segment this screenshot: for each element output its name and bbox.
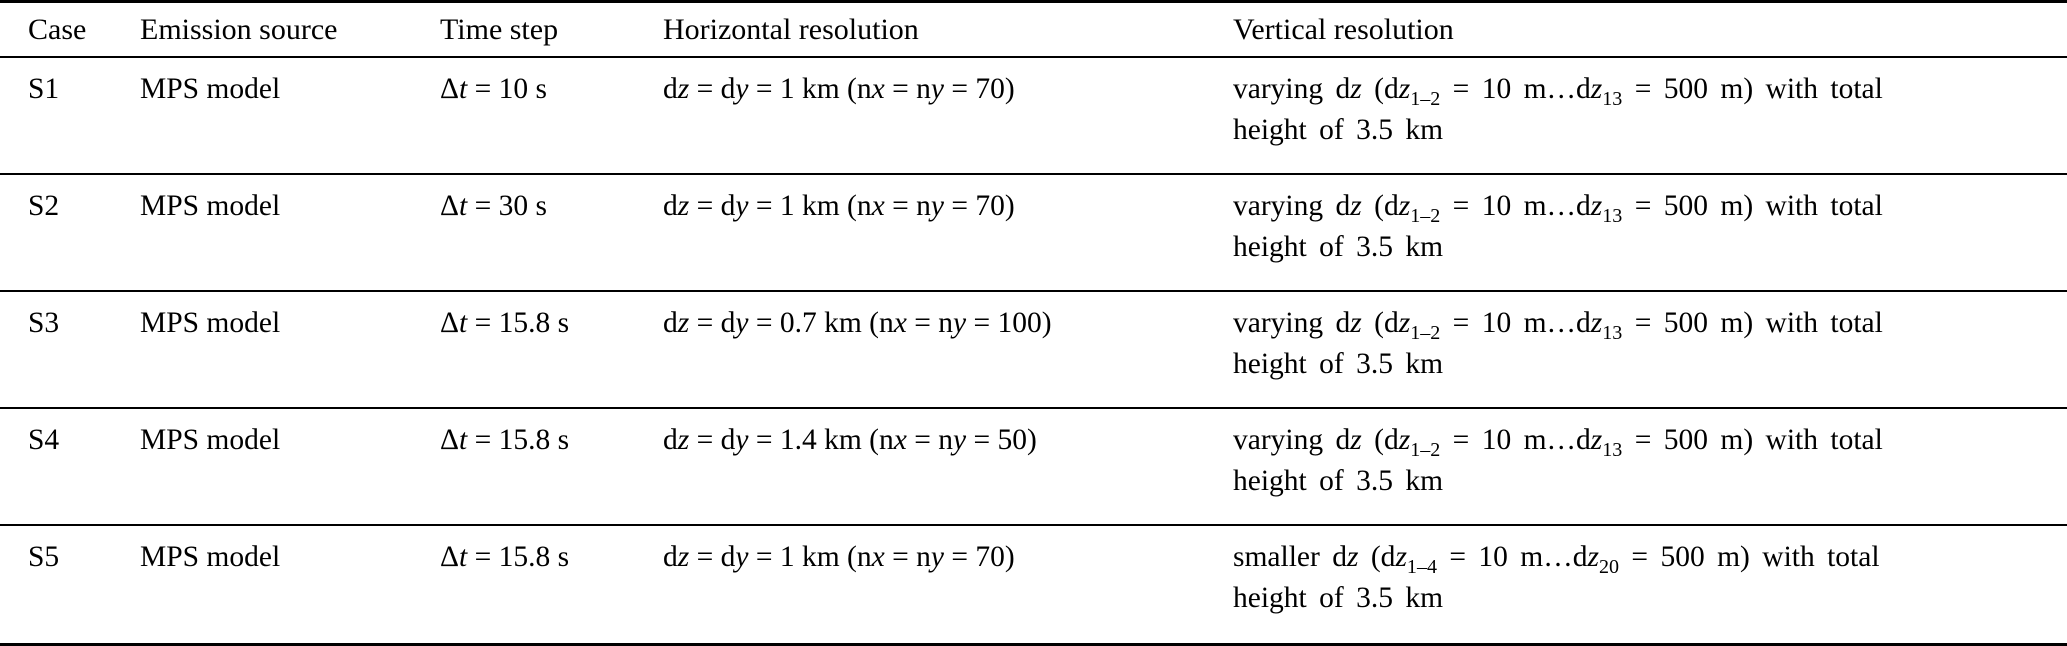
col-header-vertical-resolution: Vertical resolution [1233, 12, 1454, 46]
case-cell: S3 [28, 307, 60, 339]
time-step-cell: Δt = 10 s [440, 73, 547, 105]
case-cell: S4 [28, 424, 60, 456]
emission-source-cell: MPS model [140, 307, 281, 339]
table-row: S5 MPS model Δt = 15.8 s dz = dy = 1 km (nx… [0, 526, 2067, 643]
time-step-cell: Δt = 15.8 s [440, 307, 570, 339]
horizontal-resolution-cell: dz = dy = 1 km (nx = ny = 70) [663, 73, 1015, 105]
table-header-row: Case Emission source Time step Horizonta… [0, 3, 2067, 58]
emission-source-cell: MPS model [140, 541, 281, 573]
vertical-resolution-cell: smaller dz (dz1–4 = 10 m…dz20 = 500 m) w… [1233, 541, 1880, 614]
col-header-time-step: Time step [440, 12, 559, 46]
col-header-horizontal-resolution: Horizontal resolution [663, 12, 919, 46]
case-cell: S1 [28, 73, 60, 105]
vertical-resolution-cell: varying dz (dz1–2 = 10 m…dz13 = 500 m) w… [1233, 190, 1883, 263]
time-step-cell: Δt = 30 s [440, 190, 547, 222]
col-header-case: Case [28, 12, 87, 46]
case-cell: S5 [28, 541, 60, 573]
emission-source-cell: MPS model [140, 424, 281, 456]
horizontal-resolution-cell: dz = dy = 1 km (nx = ny = 70) [663, 190, 1015, 222]
table-row: S4 MPS model Δt = 15.8 s dz = dy = 1.4 km (… [0, 409, 2067, 526]
table-body: S1 MPS model Δt = 10 s dz = dy = 1 km (nx =… [0, 58, 2067, 643]
horizontal-resolution-cell: dz = dy = 0.7 km (nx = ny = 100) [663, 307, 1052, 339]
vertical-resolution-cell: varying dz (dz1–2 = 10 m…dz13 = 500 m) w… [1233, 424, 1883, 497]
time-step-cell: Δt = 15.8 s [440, 541, 570, 573]
horizontal-resolution-cell: dz = dy = 1.4 km (nx = ny = 50) [663, 424, 1037, 456]
time-step-cell: Δt = 15.8 s [440, 424, 570, 456]
case-cell: S2 [28, 190, 60, 222]
col-header-emission-source: Emission source [140, 12, 338, 46]
table-row: S3 MPS model Δt = 15.8 s dz = dy = 0.7 km (… [0, 292, 2067, 409]
table-row: S1 MPS model Δt = 10 s dz = dy = 1 km (nx =… [0, 58, 2067, 175]
emission-source-cell: MPS model [140, 190, 281, 222]
emission-source-cell: MPS model [140, 73, 281, 105]
horizontal-resolution-cell: dz = dy = 1 km (nx = ny = 70) [663, 541, 1015, 573]
table-row: S2 MPS model Δt = 30 s dz = dy = 1 km (nx =… [0, 175, 2067, 292]
vertical-resolution-cell: varying dz (dz1–2 = 10 m…dz13 = 500 m) w… [1233, 73, 1883, 146]
vertical-resolution-cell: varying dz (dz1–2 = 10 m…dz13 = 500 m) w… [1233, 307, 1883, 380]
